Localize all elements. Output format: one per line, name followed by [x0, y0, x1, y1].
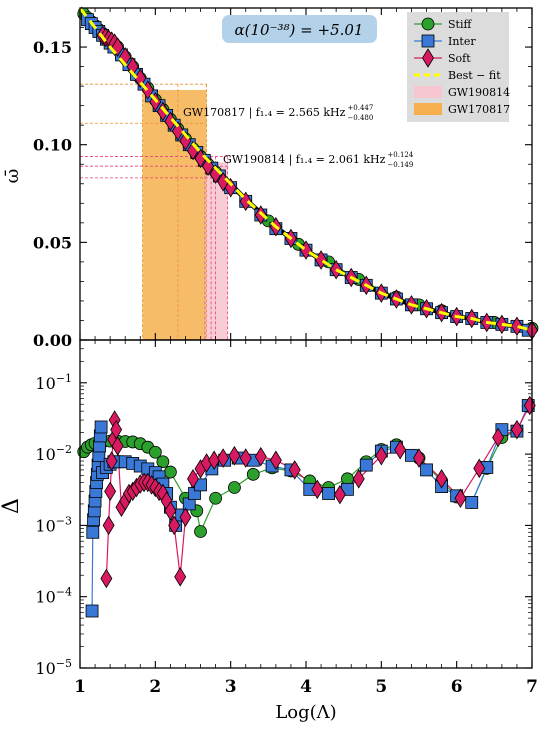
bottom-ticks: 10−5 10−4 10−3 10−2 10−1 1 2 3 4 5 6 7 [35, 340, 538, 697]
top-y-axis-label: ω̄ [2, 169, 23, 184]
bottom-y-axis-label: Δ [0, 498, 24, 514]
bottom-point-soft [168, 515, 181, 536]
bottom-point-inter [94, 420, 108, 434]
bottom-panel: 10−5 10−4 10−3 10−2 10−1 1 2 3 4 5 6 7 [35, 339, 538, 697]
bottom-point-stiff [163, 465, 177, 479]
bottom-point-stiff [194, 525, 207, 538]
legend-inter-label: Inter [448, 35, 476, 48]
legend-gw190814-label: GW190814 [448, 86, 510, 99]
bottom-point-inter [322, 487, 336, 500]
top-point-soft [156, 101, 169, 122]
bottom-point-soft [352, 469, 365, 489]
bottom-x-tick-label: 5 [375, 677, 387, 697]
bottom-point-stiff [246, 467, 260, 481]
bottom-point-soft [288, 460, 301, 480]
top-y-tick-label: 0.10 [33, 136, 72, 155]
bottom-x-tick-label: 7 [526, 677, 538, 697]
bottom-point-soft [454, 488, 467, 509]
bottom-point-stiff [156, 455, 170, 469]
legend-soft-marker [422, 48, 434, 68]
gw190814-annotation-sub: −0.149 [387, 161, 413, 169]
bottom-x-tick-label: 1 [74, 677, 86, 697]
bottom-point-soft [473, 458, 486, 479]
top-y-tick-label: 0.00 [33, 331, 72, 350]
bottom-point-soft [174, 567, 187, 587]
bottom-point-soft [435, 469, 448, 489]
legend-gw170817-swatch [414, 103, 442, 115]
top-panel: 0.00 0.05 0.10 0.15 α(10⁻³⁸) = +5.01 GW17081… [33, 6, 539, 350]
top-y-tick-label: 0.15 [33, 38, 72, 57]
bottom-point-inter [420, 463, 433, 477]
gw170817-annotation-text: GW170817 | f₁.₄ = 2.565 kHz [183, 106, 346, 120]
bottom-line-inter [91, 405, 529, 612]
bottom-y-tick-label: 10−1 [35, 372, 72, 393]
top-point-soft [134, 68, 147, 89]
gw170817-annotation-sub: −0.480 [347, 114, 373, 122]
bottom-point-soft [333, 484, 346, 505]
bottom-point-inter [465, 496, 479, 509]
bottom-point-soft [413, 448, 425, 468]
top-annotations: α(10⁻³⁸) = +5.01 GW170817 | f₁.₄ = 2.565 … [183, 15, 414, 169]
gw170817-annotation-sup: +0.447 [347, 104, 373, 112]
legend-inter-marker [421, 34, 435, 48]
gw-bands [80, 83, 229, 340]
bottom-point-stiff [228, 481, 241, 494]
legend-bestfit-label: Best − fit [448, 69, 501, 82]
bottom-point-soft [102, 515, 115, 536]
bottom-point-soft [179, 507, 192, 528]
bottom-axes-frame [79, 339, 533, 669]
bottom-point-soft [254, 446, 267, 467]
bottom-point-soft [100, 568, 113, 589]
gw190814-annotation-sup: +0.124 [387, 151, 413, 159]
bottom-point-soft [228, 445, 241, 466]
top-point-soft [224, 177, 237, 198]
bottom-point-soft [311, 479, 324, 500]
bottom-point-soft [187, 469, 199, 489]
top-point-soft [171, 121, 184, 141]
bottom-point-inter [359, 458, 373, 472]
gw190814-annotation: GW190814 | f₁.₄ = 2.061 kHz +0.124 −0.149 [223, 151, 414, 169]
legend-stiff-marker [421, 17, 435, 31]
x-axis-label: Log(Λ) [275, 702, 336, 723]
bottom-point-soft [375, 445, 388, 466]
bestfit-line [78, 7, 533, 332]
bottom-point-stiff [148, 445, 162, 459]
legend-gw190814-swatch [414, 86, 442, 98]
bottom-x-tick-label: 3 [225, 677, 237, 697]
legend-soft-label: Soft [448, 52, 471, 65]
bottom-point-soft [394, 439, 407, 460]
bottom-point-soft [105, 451, 118, 471]
top-y-tick-label: 0.05 [33, 233, 72, 252]
bottom-point-soft [239, 448, 252, 468]
bottom-point-stiff [209, 491, 223, 505]
alpha-annotation-box [222, 15, 377, 43]
bottom-y-tick-label: 10−4 [35, 586, 72, 607]
top-series [77, 6, 539, 341]
bottom-point-inter [85, 604, 99, 618]
bottom-point-soft [492, 427, 505, 448]
gw170817-annotation: GW170817 | f₁.₄ = 2.565 kHz +0.447 −0.480 [183, 104, 373, 122]
bottom-y-tick-label: 10−2 [35, 443, 72, 464]
bottom-x-tick-label: 2 [149, 677, 161, 697]
bottom-x-tick-label: 6 [451, 677, 463, 697]
bottom-point-inter [86, 525, 100, 539]
top-point-soft [510, 316, 523, 337]
alpha-annotation: α(10⁻³⁸) = +5.01 [235, 21, 364, 39]
bottom-point-soft [164, 501, 177, 521]
bottom-point-soft [104, 481, 117, 502]
bottom-x-tick-label: 4 [300, 677, 312, 697]
bottom-y-tick-label: 10−3 [35, 514, 72, 535]
bottom-point-soft [111, 436, 124, 456]
bottom-series [77, 395, 536, 618]
legend-stiff-label: Stiff [448, 18, 472, 31]
top-point-soft [164, 111, 177, 132]
bottom-point-soft [217, 448, 230, 468]
gw190814-annotation-text: GW190814 | f₁.₄ = 2.061 kHz [223, 153, 386, 167]
legend: Stiff Inter Soft Best − fit GW190814 GW170817 [407, 12, 510, 122]
bottom-point-soft [269, 450, 282, 470]
bottom-y-tick-label: 10−5 [35, 657, 72, 678]
bottom-point-soft [510, 419, 523, 440]
legend-gw170817-label: GW170817 [448, 103, 510, 116]
